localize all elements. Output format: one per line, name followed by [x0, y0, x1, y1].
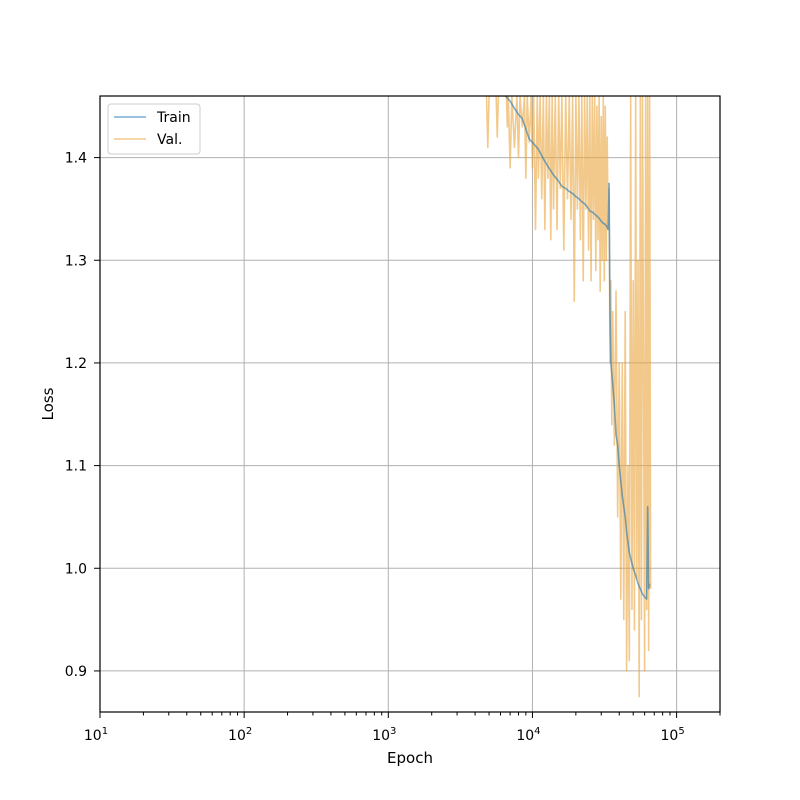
y-axis-label: Loss	[39, 387, 57, 420]
x-tick-label: 102	[228, 726, 252, 744]
x-axis-label: Epoch	[387, 749, 433, 767]
y-tick-label: 1.2	[65, 356, 87, 372]
y-tick-label: 1.3	[65, 253, 87, 269]
x-tick-label: 104	[516, 726, 540, 744]
legend-label-train: Train	[156, 110, 191, 126]
series-line-val	[485, 96, 652, 698]
x-tick-label: 103	[372, 726, 396, 744]
legend-label-val: Val.	[157, 132, 182, 148]
series-line-train	[504, 96, 651, 600]
y-tick-label: 1.1	[65, 459, 87, 475]
y-tick-label: 1.0	[65, 561, 87, 577]
grid	[99, 96, 720, 712]
x-tick-label: 105	[661, 726, 685, 744]
axis-ticks: 101 102 103 104 105 0.9 1.0 1.1 1.2 1.3 1.4	[65, 151, 721, 744]
x-tick-label: 101	[84, 726, 108, 744]
plot-area	[485, 96, 652, 698]
legend: Train Val.	[107, 103, 201, 155]
y-tick-label: 0.9	[65, 664, 87, 680]
y-tick-label: 1.4	[65, 151, 87, 167]
axes-frame	[99, 95, 721, 713]
